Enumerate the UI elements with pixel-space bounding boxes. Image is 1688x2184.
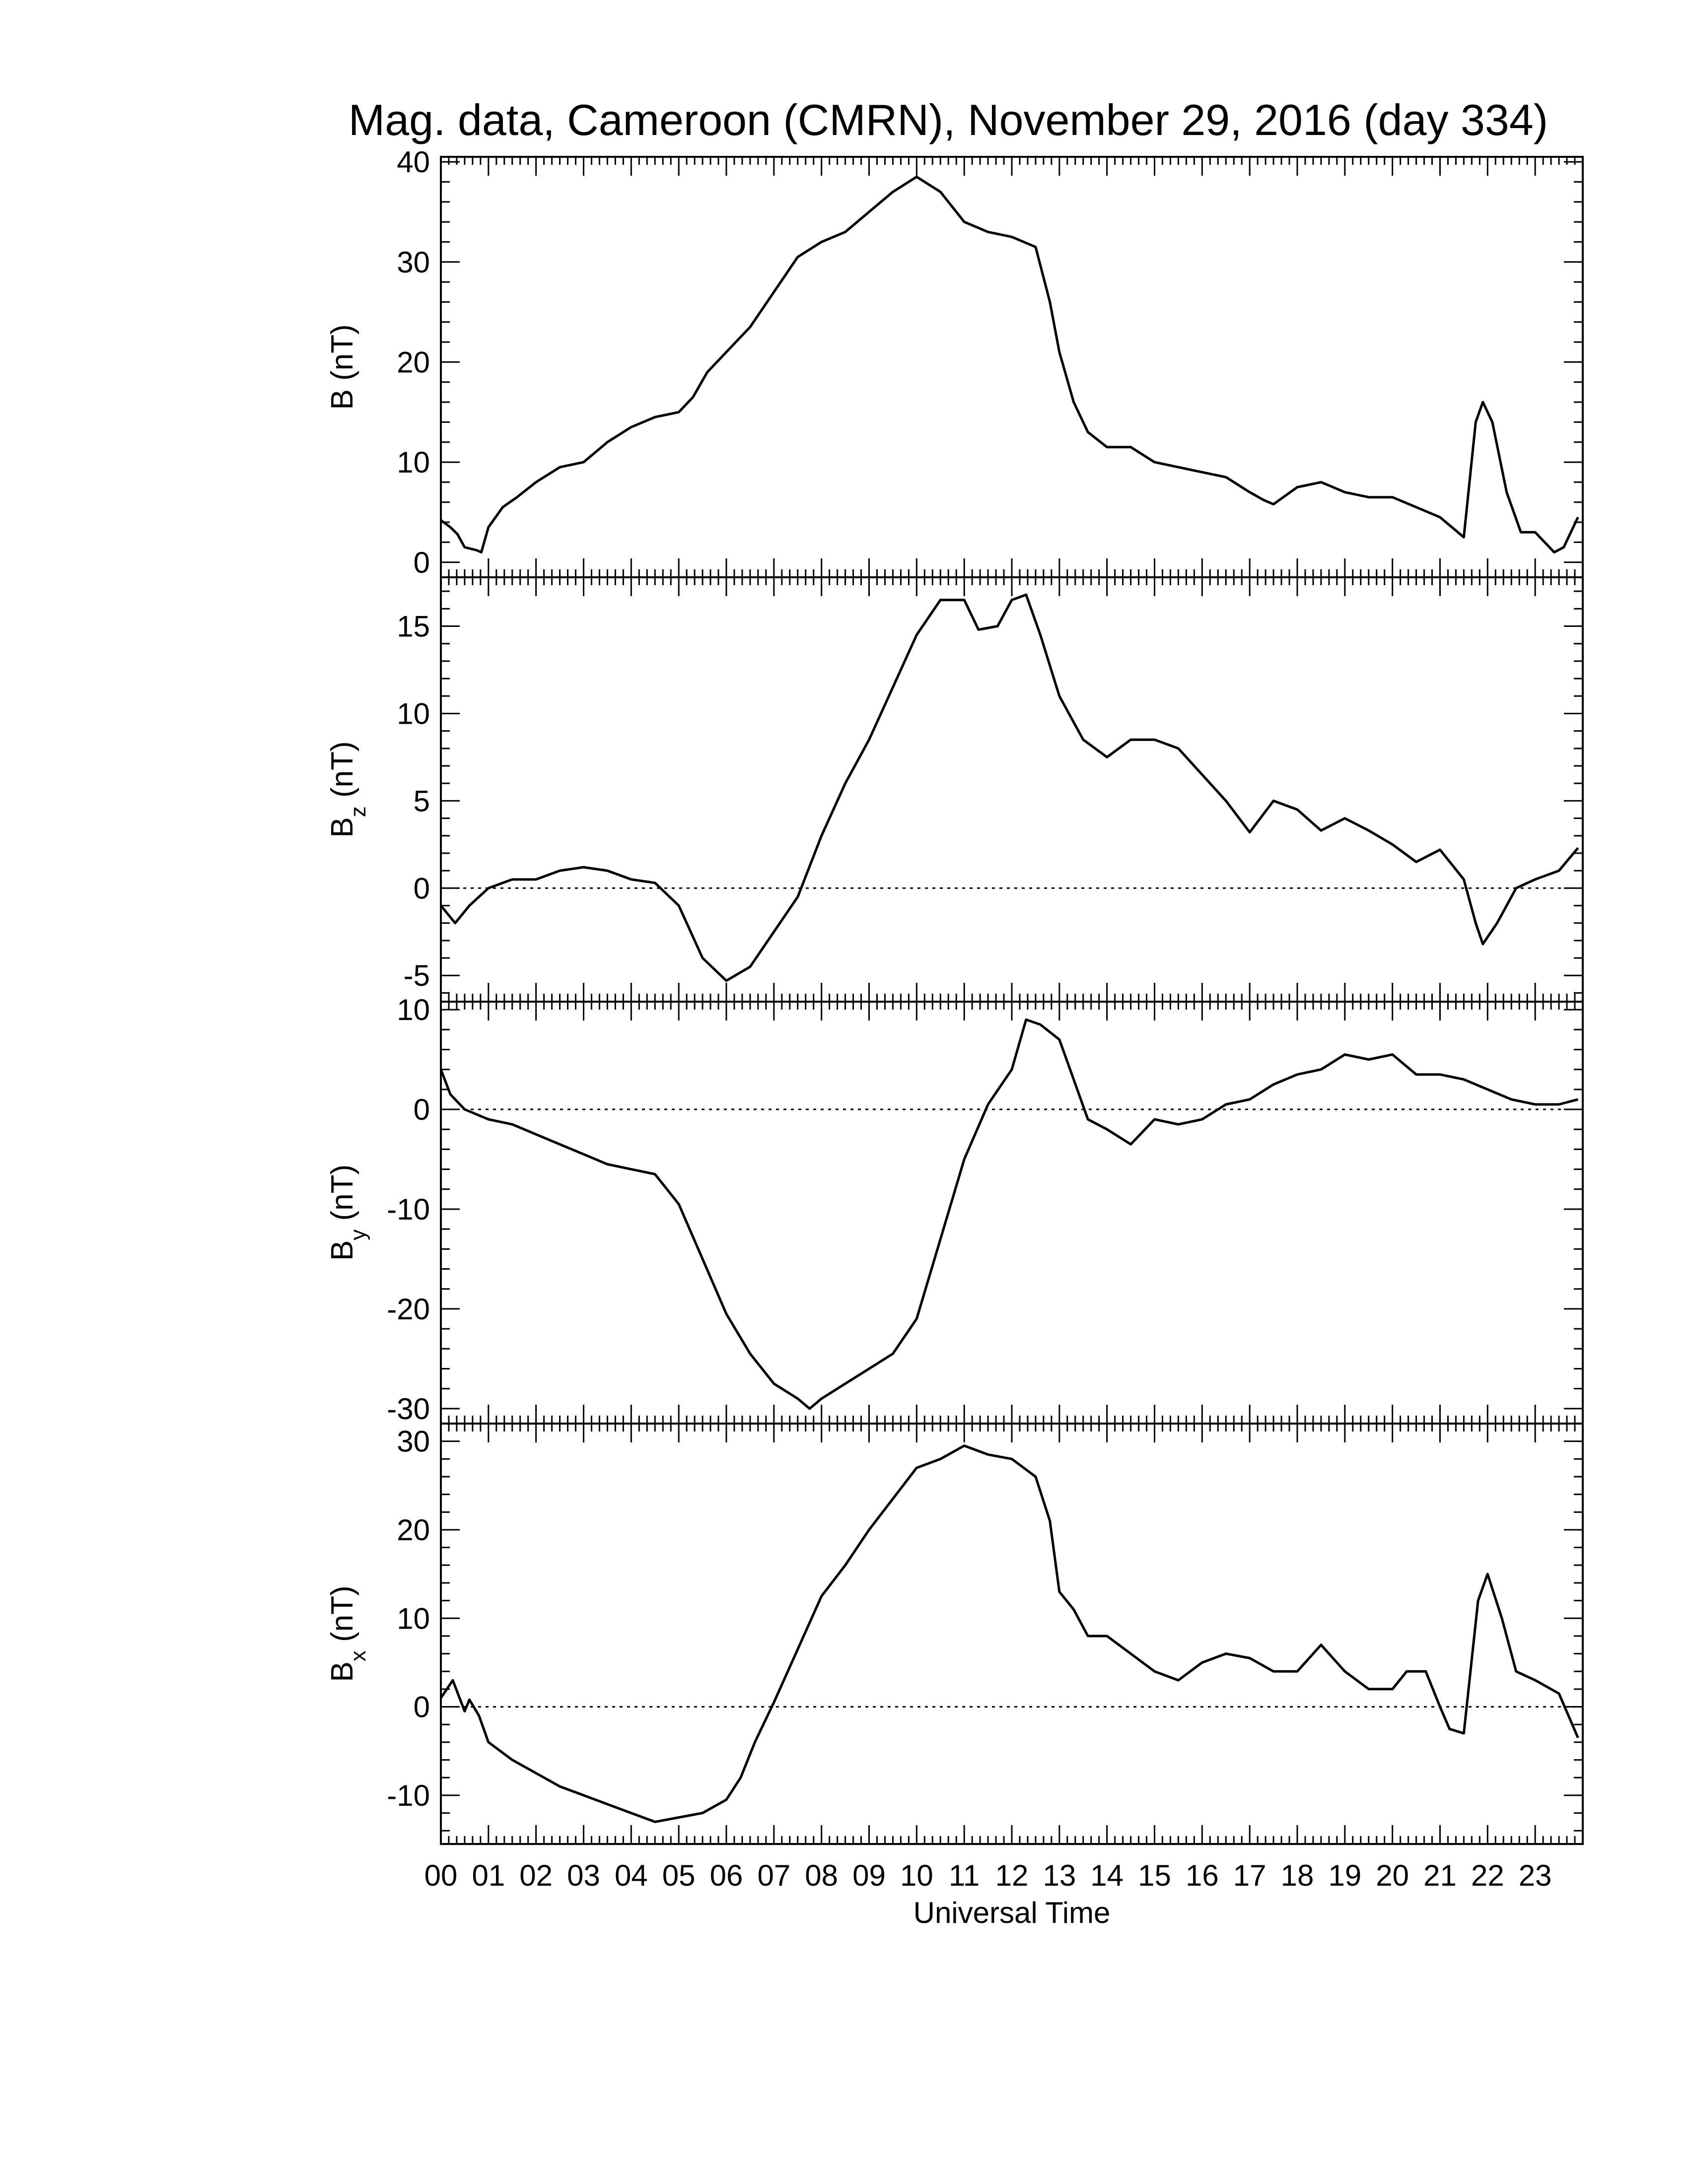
panel-Bx: -10 0 10 20 30 Bx (nT) [325,1423,1584,1845]
y-tick-label: 30 [397,1425,430,1458]
y-tick-label: 0 [414,872,430,905]
x-tick-label: 16 [1186,1859,1219,1892]
y-label-unit: (nT) [325,741,359,806]
series-line-B [440,175,1579,554]
y-axis-label-Bz: Bz (nT) [325,741,370,837]
y-label-unit: (nT) [325,324,359,389]
y-tick-label: 20 [397,345,430,379]
x-tick-label: 22 [1471,1859,1504,1892]
x-tick-label: 21 [1423,1859,1457,1892]
series-line-By [439,1018,1579,1410]
x-ticks [440,1424,1584,1844]
y-tick-label: 10 [397,446,430,479]
y-tick-label: 0 [414,546,430,579]
x-tick-label: 19 [1328,1859,1361,1892]
chart-title: Mag. data, Cameroon (CMRN), November 29,… [349,95,1548,144]
x-tick-label: 23 [1519,1859,1552,1892]
panels-layer: 0 10 20 30 40 B (nT) -5 0 5 10 15 Bz (nT) -30 -20 -10 0… [325,145,1584,1845]
x-tick-label: 17 [1233,1859,1266,1892]
y-tick-label: -10 [387,1779,430,1812]
y-axis-label-By: By (nT) [325,1164,370,1261]
y-tick-label: -30 [387,1392,430,1426]
y-label-main: B [325,1661,359,1682]
x-axis-labels: 00 01 02 03 04 05 06 07 08 09 10 11 12 13 14 15 16 17 18 19… [424,1859,1552,1892]
panel-B: 0 10 20 30 40 B (nT) [325,145,1584,579]
panel-frame [440,576,1584,1003]
y-tick-label: 0 [414,1093,430,1126]
series-line-Bx [439,1444,1579,1823]
x-tick-label: 01 [472,1859,505,1892]
x-tick-label: 11 [949,1859,980,1892]
y-label-main: B [325,1240,359,1261]
panel-frame [440,156,1584,578]
y-axis-label-B: B (nT) [325,324,359,410]
y-tick-label: -10 [387,1193,430,1226]
x-ticks [440,157,1584,577]
x-tick-label: 20 [1376,1859,1409,1892]
panel-By: -30 -20 -10 0 10 By (nT) [325,993,1584,1426]
y-label-subscript: x [346,1650,370,1661]
x-tick-label: 03 [567,1859,600,1892]
x-axis-title: Universal Time [914,1896,1111,1929]
x-tick-label: 04 [615,1859,648,1892]
panel-Bz: -5 0 5 10 15 Bz (nT) [325,576,1584,1003]
x-ticks [440,577,1584,1002]
y-tick-label: 5 [414,784,430,818]
y-tick-label: 15 [397,610,430,643]
x-tick-label: 02 [519,1859,553,1892]
y-label-unit: (nT) [325,1585,359,1650]
y-label-main: B [325,389,359,410]
x-ticks [440,1002,1584,1424]
x-tick-label: 07 [757,1859,790,1892]
y-tick-label: 10 [397,697,430,730]
y-tick-label: 20 [397,1513,430,1547]
x-tick-label: 10 [900,1859,933,1892]
y-tick-label: 40 [397,145,430,179]
y-tick-label: -20 [387,1293,430,1326]
x-tick-label: 12 [995,1859,1029,1892]
x-tick-label: 08 [805,1859,838,1892]
panel-frame [440,1001,1584,1425]
y-tick-label: 10 [397,993,430,1026]
x-tick-label: 06 [710,1859,743,1892]
x-tick-label: 09 [852,1859,886,1892]
y-label-subscript: y [346,1229,370,1240]
x-tick-label: 05 [662,1859,696,1892]
y-tick-label: 30 [397,246,430,279]
y-tick-label: 10 [397,1602,430,1635]
y-label-subscript: z [346,806,370,817]
x-tick-label: 15 [1138,1859,1171,1892]
y-label-main: B [325,817,359,837]
series-line-Bz [440,593,1579,982]
x-tick-label: 00 [424,1859,458,1892]
x-tick-label: 13 [1043,1859,1076,1892]
x-tick-label: 14 [1090,1859,1124,1892]
panel-frame [440,1423,1584,1845]
y-tick-label: 0 [414,1691,430,1724]
y-tick-label: -5 [404,959,430,992]
y-axis-label-Bx: Bx (nT) [325,1585,370,1682]
x-tick-label: 18 [1281,1859,1314,1892]
y-label-unit: (nT) [325,1164,359,1229]
